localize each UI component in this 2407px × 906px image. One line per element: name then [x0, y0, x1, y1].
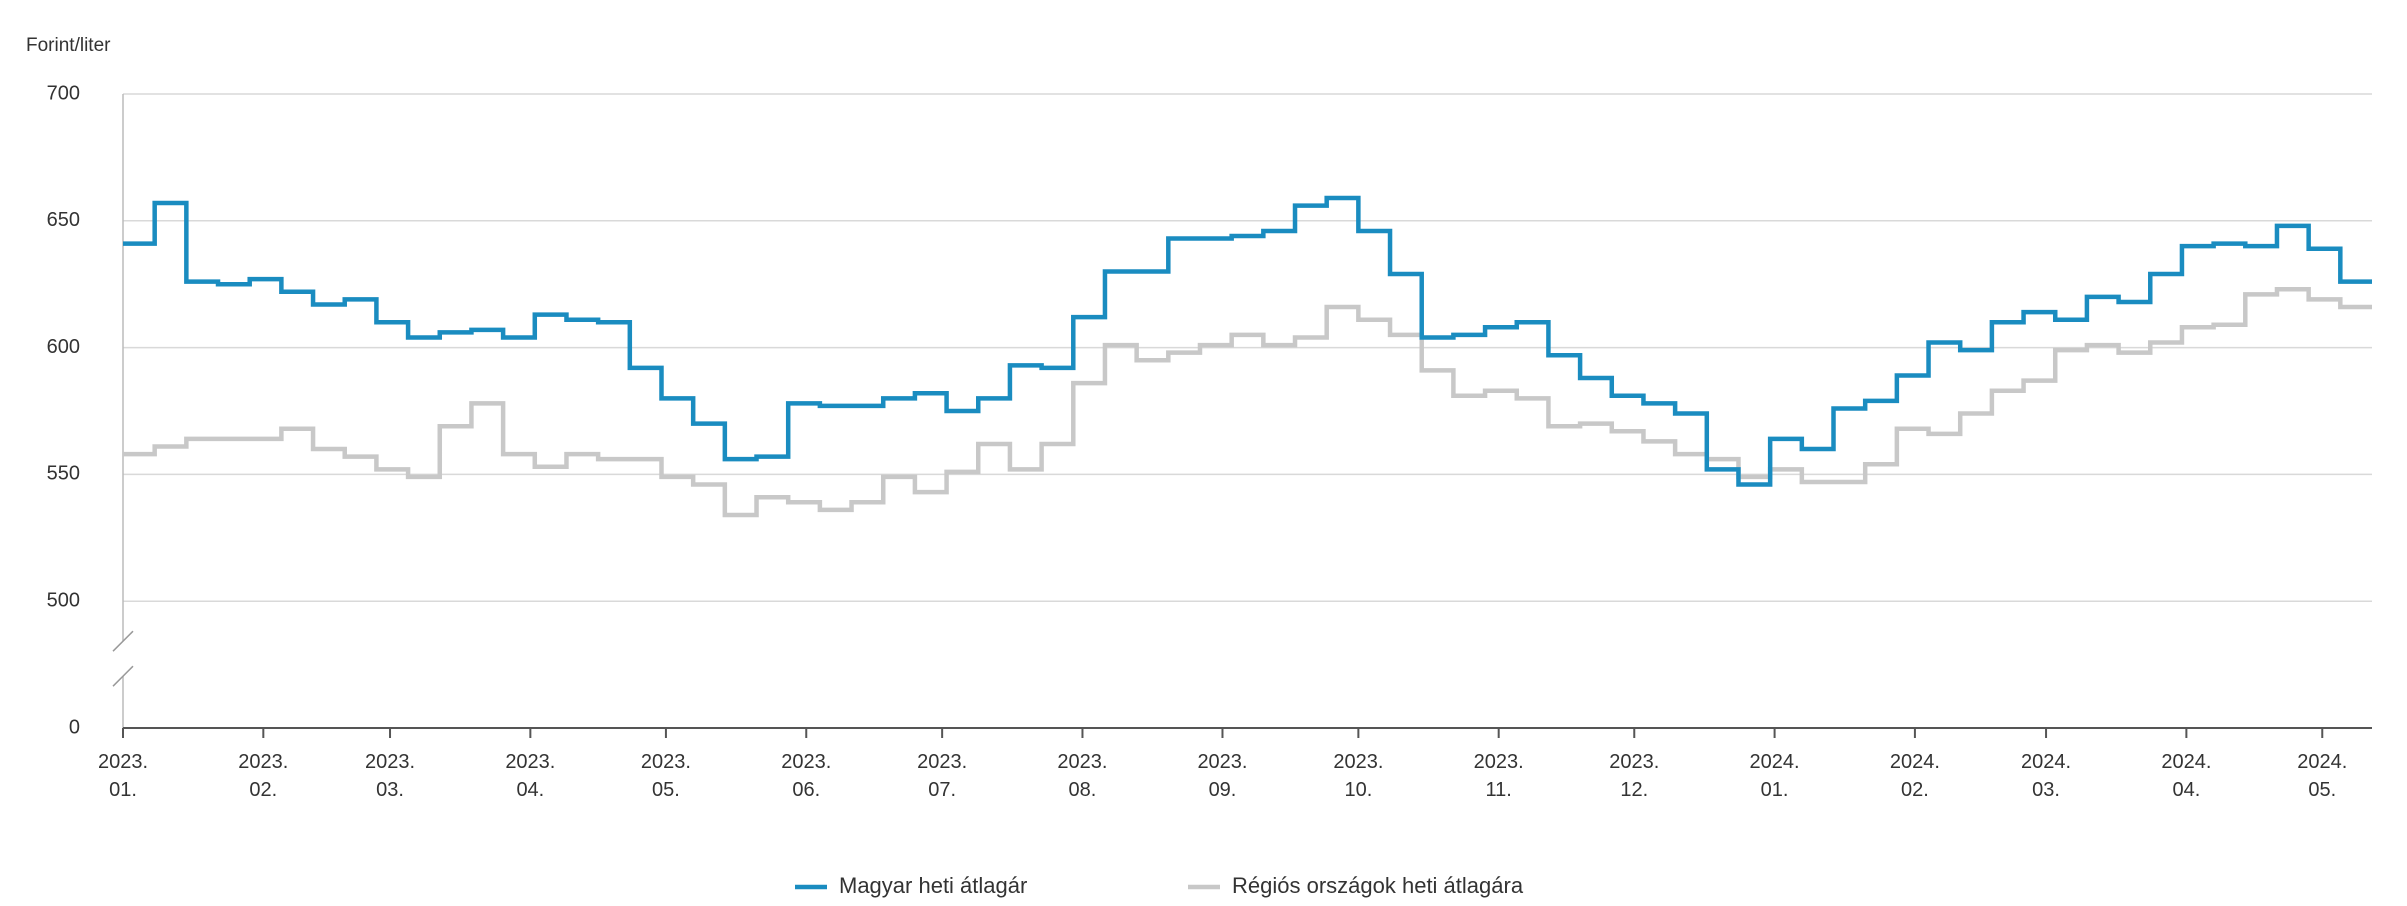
series-line: [123, 287, 2372, 518]
x-tick-label: 2023. 12.: [1609, 751, 1660, 801]
y-tick-label: 550: [47, 463, 80, 485]
x-tick-label: 2024. 02.: [1889, 751, 1940, 801]
y-axis-label: Forint/liter: [26, 35, 111, 56]
y-tick-label: 650: [47, 209, 80, 231]
x-tick-label: 2023. 05.: [640, 751, 691, 801]
x-tick-label: 2023. 07.: [917, 751, 968, 801]
series-line: [123, 195, 2372, 487]
x-tick-label: 2024. 05.: [2297, 751, 2348, 801]
axis-break: [112, 630, 134, 652]
x-tick-label: 2023. 11.: [1473, 751, 1524, 801]
legend-label: Magyar heti átlagár: [839, 873, 1027, 898]
x-tick-label: 2023. 09.: [1197, 751, 1248, 801]
legend-label: Régiós országok heti átlagára: [1232, 873, 1524, 898]
x-tick-label: 2023. 08.: [1057, 751, 1108, 801]
axis-break: [112, 665, 134, 687]
y-tick-label: 600: [47, 336, 80, 358]
x-tick-label: 2023. 02.: [238, 751, 289, 801]
x-tick-label: 2024. 03.: [2021, 751, 2072, 801]
x-tick-label: 2023. 06.: [781, 751, 832, 801]
x-tick-label: 2024. 04.: [2161, 751, 2212, 801]
x-tick-label: 2023. 10.: [1333, 751, 1384, 801]
x-tick-label: 2024. 01.: [1749, 751, 1800, 801]
x-tick-label: 2023. 03.: [364, 751, 416, 801]
y-tick-label: 0: [69, 716, 80, 738]
x-tick-label: 2023. 04.: [505, 751, 556, 801]
x-tick-label: 2023. 01.: [97, 751, 149, 801]
y-tick-label: 700: [47, 82, 80, 104]
y-tick-label: 500: [47, 589, 80, 611]
